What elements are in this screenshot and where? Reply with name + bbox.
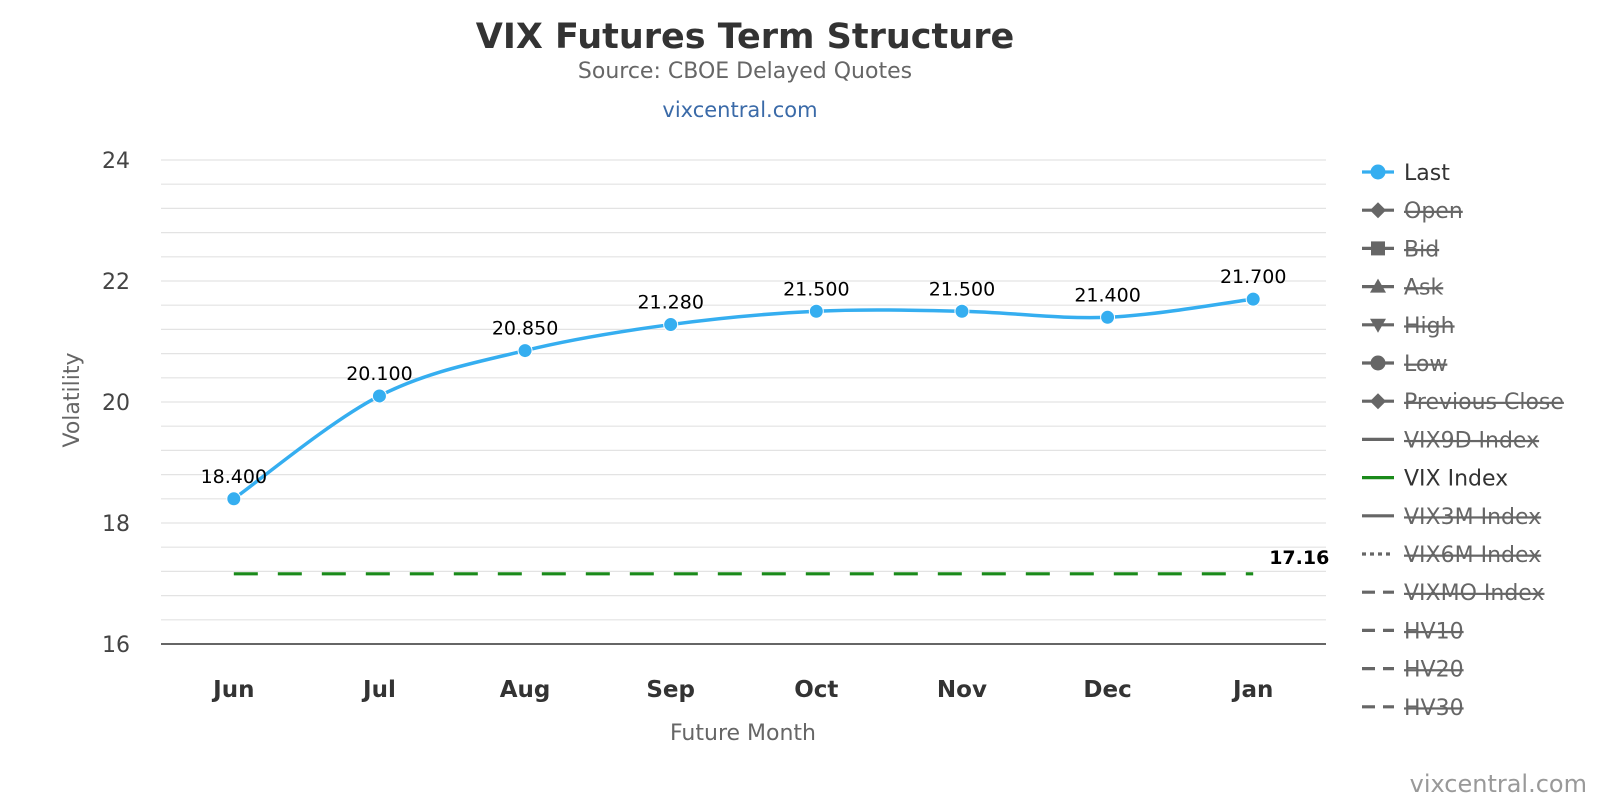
x-tick-label: Oct xyxy=(794,677,838,703)
legend-label: Last xyxy=(1404,161,1450,186)
last-point[interactable] xyxy=(808,303,824,319)
x-tick-label: Jul xyxy=(361,677,396,703)
legend-item[interactable]: HV20 xyxy=(1362,658,1464,683)
legend-label: VIX6M Index xyxy=(1404,543,1541,568)
x-tick-label: Aug xyxy=(500,677,551,703)
legend-label: Open xyxy=(1404,199,1463,224)
series-last: 18.400 20.100 20.850 21.280 21.500 21.500 21.4… xyxy=(201,266,1286,507)
x-axis-title: Future Month xyxy=(670,721,816,746)
legend-label: Previous Close xyxy=(1404,390,1564,415)
legend-label: Bid xyxy=(1404,237,1439,262)
legend-square-icon xyxy=(1371,241,1385,256)
last-data-label: 20.100 xyxy=(346,363,412,385)
legend-item[interactable]: VIX6M Index xyxy=(1362,543,1541,568)
last-point[interactable] xyxy=(371,388,387,404)
source-link[interactable]: vixcentral.com xyxy=(662,98,817,122)
y-tick-label: 16 xyxy=(102,633,130,658)
y-tick-label: 18 xyxy=(102,512,130,537)
last-data-label: 21.500 xyxy=(783,278,849,300)
legend-label: VIX Index xyxy=(1404,467,1508,492)
legend-label: HV10 xyxy=(1404,619,1464,644)
last-data-label: 21.500 xyxy=(929,278,995,300)
last-point[interactable] xyxy=(954,303,970,319)
y-tick-label: 24 xyxy=(102,149,130,174)
legend-item[interactable]: HV10 xyxy=(1362,619,1464,644)
y-axis-title: Volatility xyxy=(60,352,85,447)
last-point[interactable] xyxy=(1245,291,1261,307)
legend: Last Open Bid Ask High Low Previous Close VIX9D… xyxy=(1362,161,1564,721)
legend-label: VIX9D Index xyxy=(1404,428,1539,453)
last-point[interactable] xyxy=(1100,309,1116,325)
legend-item[interactable]: VIX3M Index xyxy=(1362,505,1541,530)
vix-index-label: 17.16 xyxy=(1269,547,1329,569)
y-tick-label: 22 xyxy=(102,270,130,295)
legend-item[interactable]: HV30 xyxy=(1362,696,1464,721)
last-point[interactable] xyxy=(226,491,242,507)
legend-label: High xyxy=(1404,314,1455,339)
legend-label: HV30 xyxy=(1404,696,1464,721)
legend-item[interactable]: Ask xyxy=(1362,276,1444,301)
legend-diamond-icon xyxy=(1370,202,1386,219)
legend-item[interactable]: Bid xyxy=(1362,237,1439,262)
legend-label: HV20 xyxy=(1404,658,1464,683)
last-point[interactable] xyxy=(663,317,679,333)
legend-diamond-icon xyxy=(1370,393,1386,410)
last-data-label: 20.850 xyxy=(492,318,558,340)
last-data-label: 21.400 xyxy=(1074,284,1140,306)
legend-label: VIX3M Index xyxy=(1404,505,1541,530)
last-data-label: 21.280 xyxy=(637,292,703,314)
legend-triangle-down-icon xyxy=(1370,318,1386,333)
legend-label: Low xyxy=(1404,352,1447,377)
legend-item[interactable]: VIX9D Index xyxy=(1362,428,1539,453)
legend-item[interactable]: Last xyxy=(1362,161,1450,186)
legend-triangle-up-icon xyxy=(1370,278,1386,293)
series-vix-index: 17.16 xyxy=(233,547,1329,576)
last-data-label: 21.700 xyxy=(1220,266,1286,288)
chart-title: VIX Futures Term Structure xyxy=(476,17,1014,57)
y-tick-label: 20 xyxy=(102,391,130,416)
x-tick-label: Jun xyxy=(211,677,254,703)
last-point[interactable] xyxy=(517,343,533,359)
legend-label: VIXMO Index xyxy=(1404,581,1544,606)
credits-link[interactable]: vixcentral.com xyxy=(1410,770,1587,798)
last-data-label: 18.400 xyxy=(201,466,267,488)
legend-circle-icon xyxy=(1370,355,1386,371)
x-axis-ticks: Jun Jul Aug Sep Oct Nov Dec Jan xyxy=(211,677,1273,703)
last-series-line xyxy=(232,297,1254,501)
legend-item[interactable]: High xyxy=(1362,314,1455,339)
legend-label: Ask xyxy=(1404,276,1444,301)
x-tick-label: Dec xyxy=(1083,677,1131,703)
chart-subtitle: Source: CBOE Delayed Quotes xyxy=(578,59,912,84)
legend-item[interactable]: Open xyxy=(1362,199,1463,224)
x-tick-label: Sep xyxy=(646,677,695,703)
legend-item[interactable]: Low xyxy=(1362,352,1447,377)
legend-item[interactable]: VIXMO Index xyxy=(1362,581,1544,606)
x-tick-label: Jan xyxy=(1231,677,1273,703)
legend-circle-icon xyxy=(1370,164,1386,180)
legend-item[interactable]: Previous Close xyxy=(1362,390,1564,415)
gridlines xyxy=(161,159,1326,621)
y-axis-ticks: 16 18 20 22 24 xyxy=(102,149,130,658)
x-tick-label: Nov xyxy=(937,677,987,703)
legend-item[interactable]: VIX Index xyxy=(1362,467,1508,492)
